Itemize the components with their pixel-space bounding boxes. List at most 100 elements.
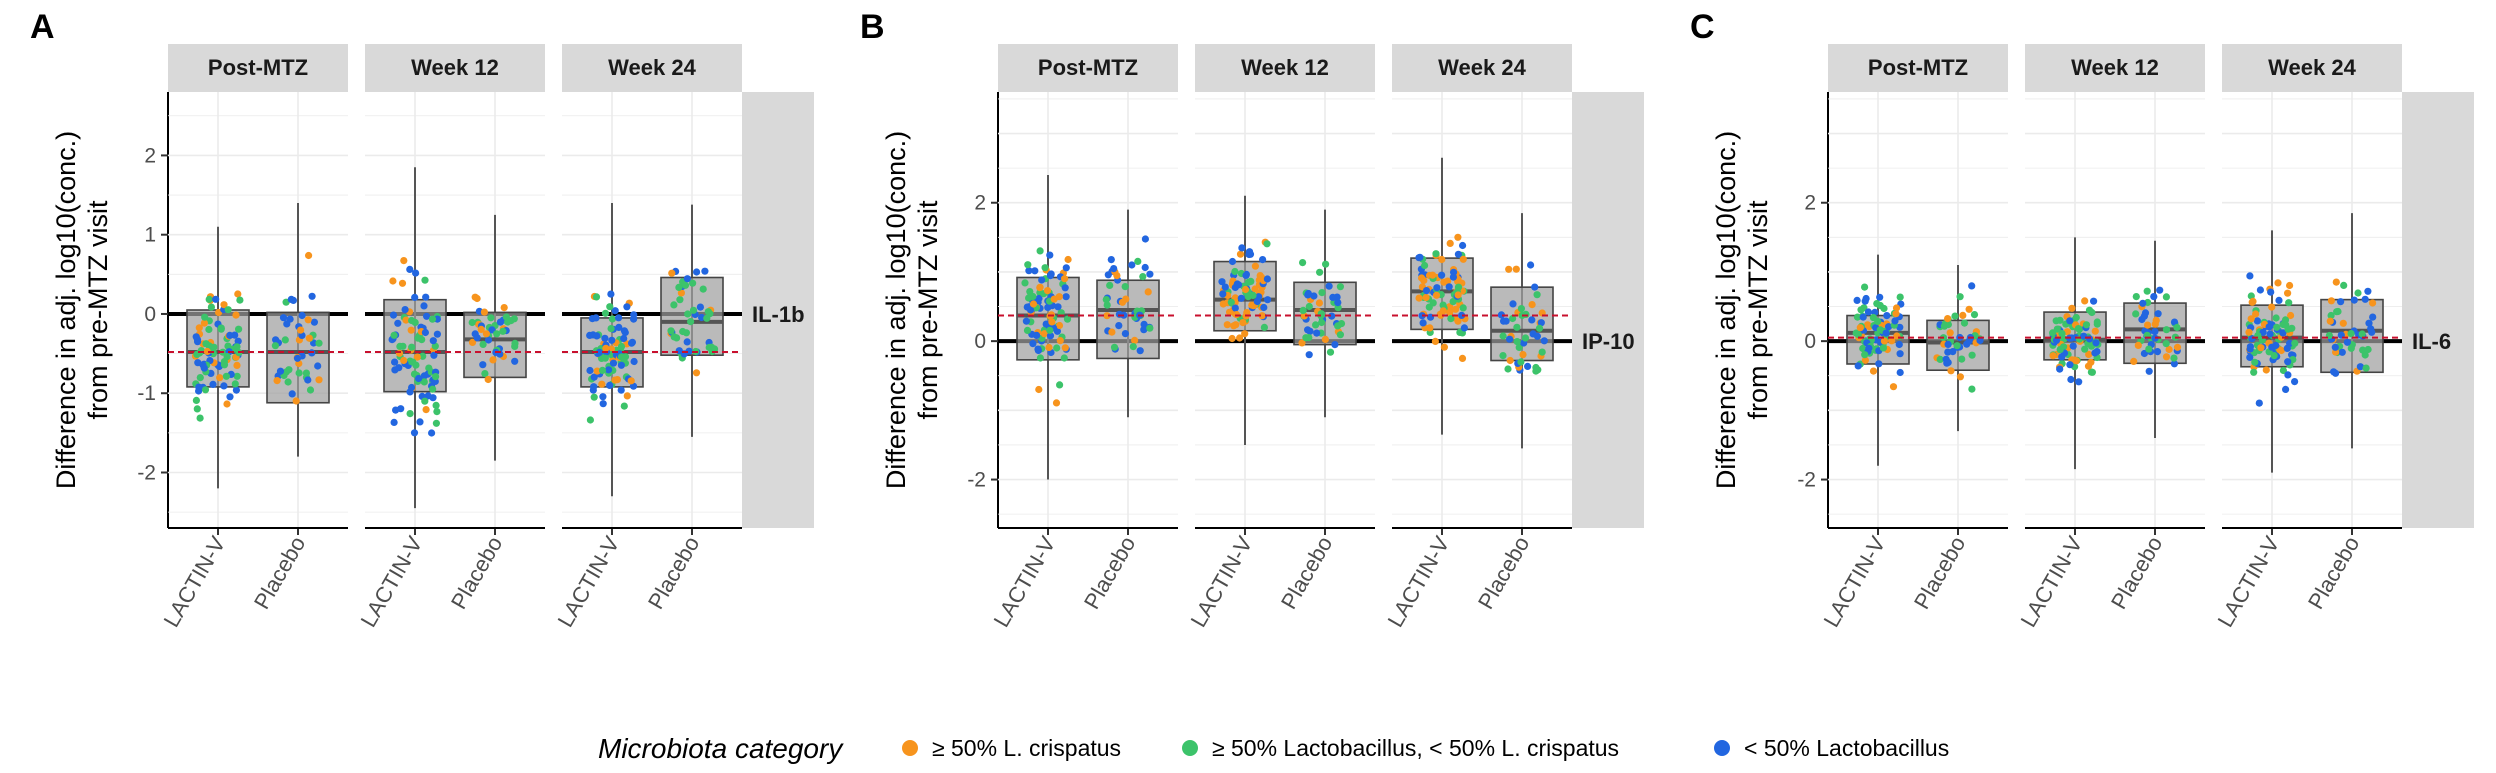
- data-point: [1318, 318, 1326, 327]
- data-point: [1454, 250, 1462, 258]
- data-point: [511, 342, 519, 350]
- panel-letter: C: [1690, 8, 1715, 46]
- data-point: [2364, 345, 2372, 354]
- data-point: [2085, 306, 2094, 314]
- data-point: [2250, 368, 2258, 376]
- analyte-strip: [2402, 92, 2474, 528]
- data-point: [390, 418, 398, 426]
- data-point: [1861, 351, 1869, 359]
- data-point: [2247, 315, 2255, 323]
- data-point: [2056, 316, 2064, 324]
- data-point: [390, 331, 398, 339]
- data-point: [630, 357, 638, 366]
- data-point: [2162, 293, 2170, 301]
- data-point: [1043, 287, 1052, 295]
- data-point: [1944, 340, 1952, 348]
- data-point: [1869, 367, 1878, 375]
- data-point: [2130, 357, 2138, 365]
- data-point: [2275, 296, 2283, 304]
- data-point: [1509, 300, 1517, 308]
- data-point: [2251, 358, 2259, 366]
- facet-strip: [998, 44, 1178, 92]
- data-point: [409, 358, 417, 366]
- data-point: [418, 336, 426, 344]
- y-tick-label: -2: [967, 469, 986, 492]
- data-point: [285, 366, 293, 374]
- data-point: [2279, 329, 2287, 337]
- data-point: [2056, 346, 2064, 354]
- y-tick-label: -2: [137, 462, 156, 485]
- analyte-label: IL-1b: [752, 302, 805, 327]
- data-point: [395, 349, 404, 357]
- data-point: [2245, 328, 2253, 336]
- panel-b: B Difference in adj. log10(conc.)from pre…: [860, 8, 1644, 631]
- data-point: [207, 303, 215, 311]
- x-tick-label: Placebo: [249, 532, 310, 613]
- data-point: [2068, 304, 2076, 312]
- data-point: [1064, 255, 1072, 264]
- data-point: [1129, 343, 1137, 351]
- panel-c: C Difference in adj. log10(conc.)from pre…: [1690, 8, 2474, 631]
- data-point: [1936, 355, 1944, 363]
- data-point: [1449, 298, 1457, 306]
- data-point: [598, 366, 607, 374]
- data-point: [304, 376, 312, 384]
- analyte-strip: [742, 92, 814, 528]
- facet-strip: [168, 44, 348, 92]
- data-point: [487, 314, 495, 322]
- data-point: [1110, 265, 1118, 273]
- data-point: [1054, 303, 1062, 311]
- data-point: [2139, 299, 2147, 307]
- data-point: [199, 361, 207, 369]
- data-point: [1956, 373, 1964, 381]
- data-point: [1046, 251, 1054, 259]
- data-point: [428, 315, 437, 323]
- legend-item-label: ≥ 50% Lactobacillus, < 50% L. crispatus: [1212, 735, 1619, 761]
- data-point: [615, 323, 623, 331]
- data-point: [1038, 276, 1046, 284]
- data-point: [1861, 283, 1869, 291]
- x-tick-label: LACTIN-V: [356, 532, 428, 632]
- data-point: [2287, 311, 2295, 320]
- data-point: [431, 342, 439, 350]
- x-tick-label: LACTIN-V: [2016, 532, 2088, 632]
- data-point: [2333, 308, 2341, 316]
- data-point: [2326, 317, 2334, 325]
- data-point: [315, 339, 323, 347]
- data-point: [2347, 330, 2355, 338]
- data-point: [1946, 329, 1954, 337]
- y-axis-label: Difference in adj. log10(conc.)from pre-…: [881, 131, 943, 489]
- data-point: [606, 381, 614, 389]
- data-point: [2330, 368, 2338, 376]
- data-point: [2170, 354, 2178, 362]
- data-point: [1522, 310, 1530, 318]
- data-point: [1063, 315, 1072, 323]
- data-point: [590, 373, 598, 381]
- data-point: [1454, 233, 1462, 241]
- data-point: [1944, 358, 1952, 367]
- data-point: [2255, 399, 2263, 407]
- data-point: [1113, 272, 1121, 280]
- data-point: [1953, 342, 1961, 350]
- data-point: [2170, 360, 2178, 368]
- data-point: [1021, 279, 1029, 287]
- data-point: [1959, 311, 1967, 319]
- data-point: [2268, 303, 2276, 311]
- data-point: [1218, 278, 1226, 286]
- facet-post-mtz: Post-MTZ LACTIN-V Placebo: [159, 44, 348, 631]
- data-point: [1333, 293, 1341, 301]
- data-point: [1062, 264, 1070, 272]
- data-point: [620, 334, 628, 343]
- data-point: [2270, 352, 2278, 360]
- data-point: [1432, 291, 1441, 299]
- data-point: [2291, 339, 2299, 347]
- x-tick-label: Placebo: [2303, 532, 2364, 613]
- data-point: [2350, 296, 2358, 304]
- data-point: [1223, 321, 1231, 329]
- data-point: [1227, 298, 1235, 306]
- data-point: [203, 347, 211, 356]
- data-point: [1228, 334, 1236, 343]
- data-point: [1857, 306, 1865, 314]
- data-point: [433, 408, 441, 416]
